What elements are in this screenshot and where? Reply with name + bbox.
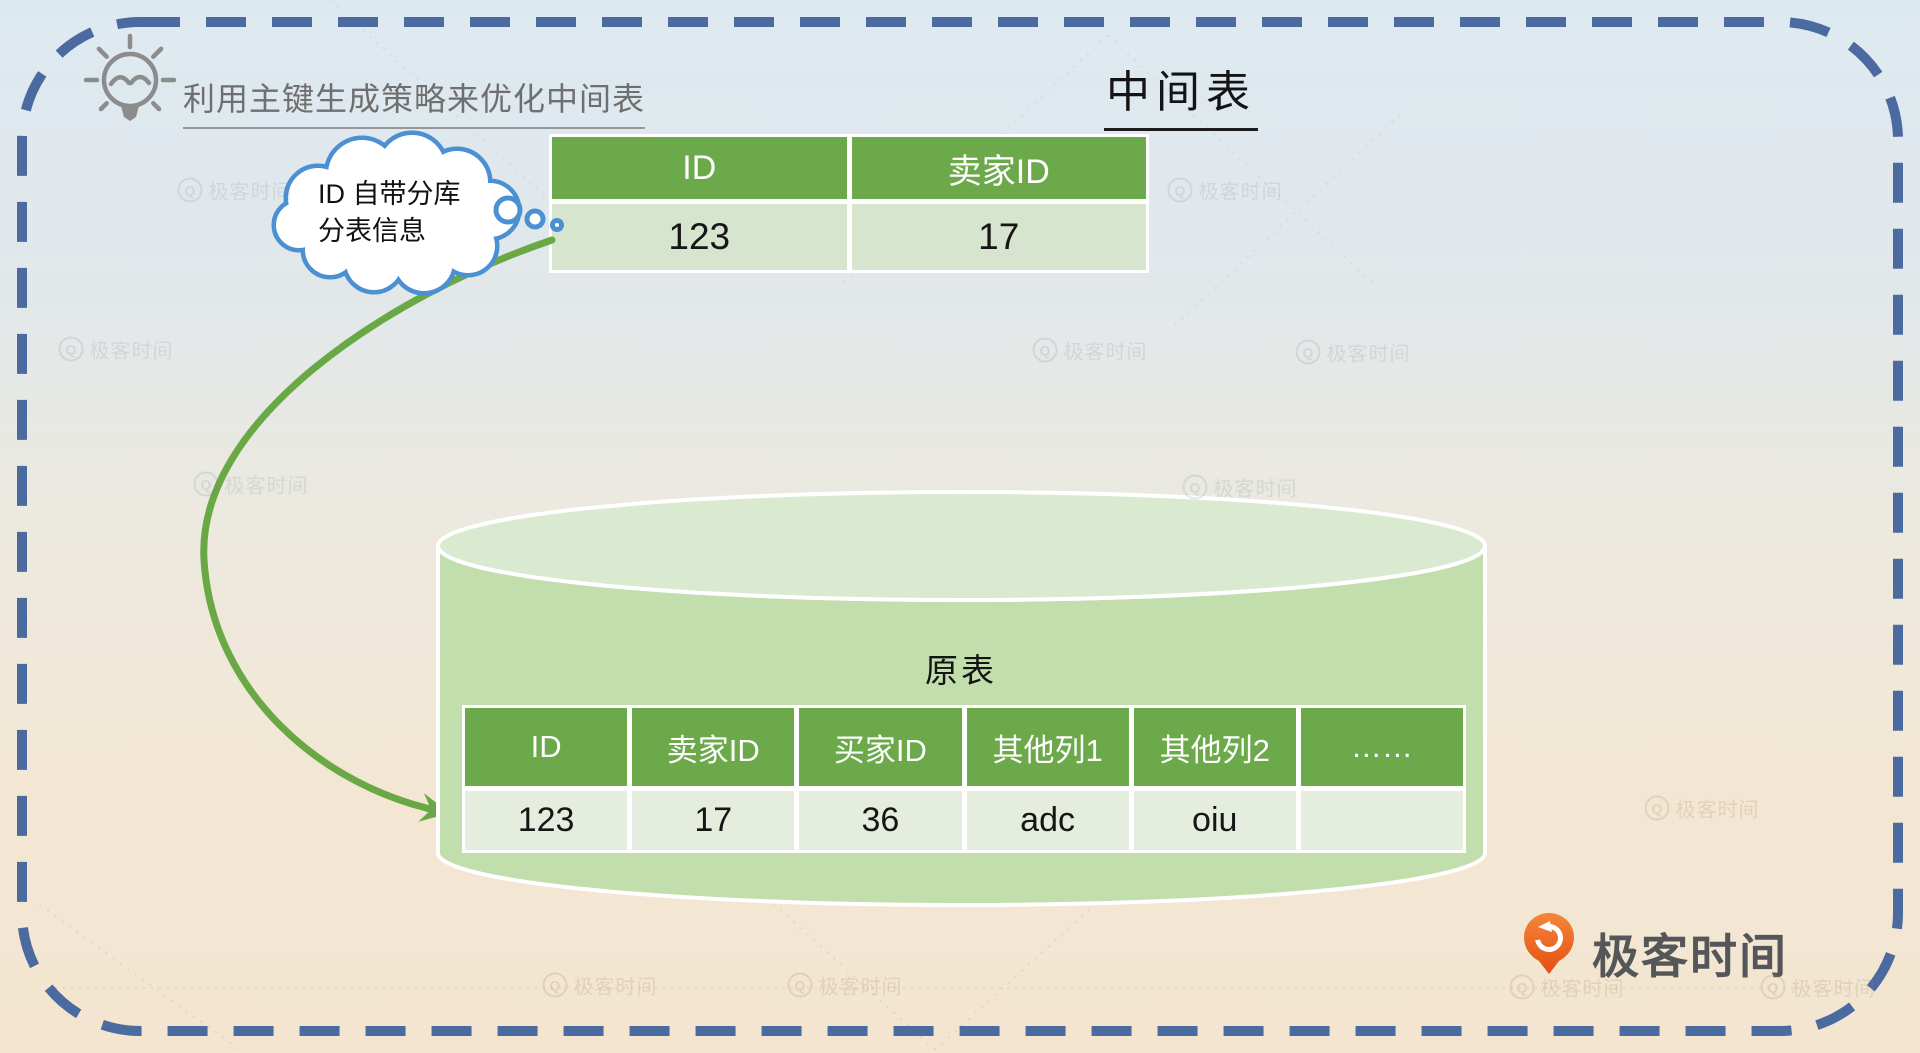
original-table-cell-other1: adc bbox=[966, 791, 1129, 850]
watermark-logo-icon: Q bbox=[1295, 339, 1321, 365]
page-title: 利用主键生成策略来优化中间表 bbox=[183, 74, 646, 129]
watermark: Q 极客时间 bbox=[1644, 794, 1760, 823]
original-table-cell-id: 123 bbox=[465, 791, 628, 850]
watermark-logo-icon: Q bbox=[1032, 337, 1058, 363]
watermark-logo-icon: Q bbox=[1644, 795, 1670, 821]
watermark-logo-icon: Q bbox=[787, 972, 813, 998]
intermediate-table-title: 中间表 bbox=[1104, 56, 1258, 131]
original-table-cell-seller-id: 17 bbox=[632, 791, 795, 850]
original-table-header-other2: 其他列2 bbox=[1133, 708, 1296, 786]
original-table-header-ellipsis: …… bbox=[1300, 708, 1463, 786]
original-table-cell-empty bbox=[1300, 791, 1463, 850]
intermediate-table: ID 卖家ID 123 17 bbox=[549, 134, 1149, 273]
original-table-header-seller-id: 卖家ID bbox=[632, 708, 795, 786]
watermark: Q 极客时间 bbox=[1760, 973, 1876, 1002]
thought-dots bbox=[493, 195, 564, 232]
watermark-logo-icon: Q bbox=[177, 177, 203, 203]
watermark: Q 极客时间 bbox=[1032, 336, 1148, 365]
watermark-logo-icon: Q bbox=[1182, 474, 1208, 500]
geektime-logo-text: 极客时间 bbox=[1592, 930, 1788, 983]
original-table-title: 原表 bbox=[925, 652, 997, 689]
watermark: Q 极客时间 bbox=[1295, 338, 1411, 367]
cloud-note: ID 自带分库 分表信息 bbox=[318, 176, 488, 250]
watermark: Q 极客时间 bbox=[1167, 176, 1283, 205]
watermark-logo-icon: Q bbox=[542, 972, 568, 998]
original-table-cell-buyer-id: 36 bbox=[799, 791, 962, 850]
intermediate-table-header-seller-id: 卖家ID bbox=[851, 137, 1146, 199]
watermark: Q 极客时间 bbox=[58, 335, 174, 364]
original-table: ID 卖家ID 买家ID 其他列1 其他列2 …… 123 17 36 adc … bbox=[462, 705, 1466, 853]
watermark-logo-icon: Q bbox=[58, 336, 84, 362]
watermark: Q 极客时间 bbox=[787, 971, 903, 1000]
watermark-logo-icon: Q bbox=[193, 471, 219, 497]
watermark: Q 极客时间 bbox=[193, 470, 309, 499]
original-table-header-id: ID bbox=[465, 708, 628, 786]
watermark-logo-icon: Q bbox=[1760, 974, 1786, 1000]
original-table-cell-other2: oiu bbox=[1133, 791, 1296, 850]
watermark-logo-icon: Q bbox=[1167, 177, 1193, 203]
watermark: Q 极客时间 bbox=[1509, 973, 1625, 1002]
watermark-logo-icon: Q bbox=[1509, 974, 1535, 1000]
watermark: Q 极客时间 bbox=[1182, 473, 1298, 502]
cloud-note-line2: 分表信息 bbox=[318, 216, 426, 246]
intermediate-table-header-id: ID bbox=[552, 137, 847, 199]
original-table-header-buyer-id: 买家ID bbox=[799, 708, 962, 786]
cloud-note-line1: ID 自带分库 bbox=[318, 179, 461, 209]
intermediate-table-cell-id: 123 bbox=[552, 204, 847, 270]
watermark: Q 极客时间 bbox=[542, 971, 658, 1000]
intermediate-table-cell-seller-id: 17 bbox=[851, 204, 1146, 270]
watermark: Q 极客时间 bbox=[177, 176, 293, 205]
original-table-header-other1: 其他列1 bbox=[966, 708, 1129, 786]
